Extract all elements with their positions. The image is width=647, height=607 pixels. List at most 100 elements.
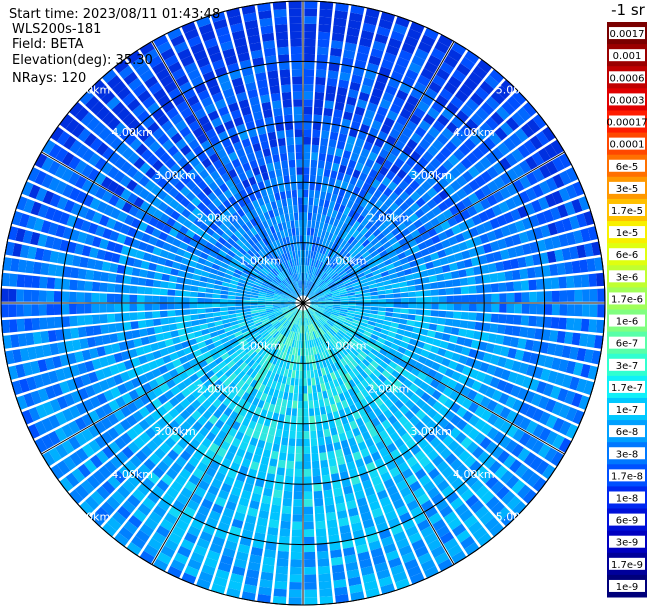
range-gate — [412, 327, 421, 334]
range-gate — [594, 335, 604, 349]
range-gate — [340, 303, 349, 306]
range-gate — [410, 132, 423, 144]
range-gate — [444, 246, 454, 256]
range-gate — [310, 300, 318, 303]
range-gate — [401, 303, 409, 309]
range-gate — [167, 317, 177, 324]
range-gate — [75, 402, 88, 416]
range-gate — [526, 472, 541, 488]
range-gate — [309, 174, 316, 183]
range-gate — [321, 238, 328, 247]
range-gate — [335, 148, 344, 157]
range-gate — [281, 84, 291, 93]
range-gate — [497, 356, 507, 368]
range-gate — [155, 357, 165, 367]
range-gate — [398, 49, 413, 62]
range-gate — [441, 264, 451, 273]
range-gate — [369, 313, 378, 319]
range-gate — [191, 320, 200, 327]
range-gate — [202, 333, 212, 341]
range-gate — [378, 294, 386, 299]
range-gate — [407, 373, 417, 383]
range-gate — [536, 212, 547, 225]
range-gate — [129, 285, 138, 294]
range-gate — [383, 340, 393, 348]
range-gate — [266, 434, 275, 444]
range-gate — [323, 342, 330, 350]
range-gate — [227, 391, 236, 401]
range-gate — [341, 348, 349, 356]
range-gate — [341, 231, 348, 240]
range-gate — [214, 471, 226, 482]
range-gate — [437, 394, 449, 405]
range-gate — [308, 281, 313, 290]
range-gate — [443, 422, 455, 434]
range-gate — [214, 356, 224, 365]
range-gate — [476, 294, 485, 303]
range-gate — [418, 263, 427, 272]
range-gate — [325, 257, 332, 265]
range-gate — [558, 276, 567, 289]
range-gate — [167, 449, 179, 461]
range-gate — [394, 351, 404, 360]
range-gate — [303, 378, 307, 386]
range-gate — [351, 202, 360, 212]
range-gate — [373, 273, 382, 280]
range-gate — [406, 344, 416, 352]
range-gate — [192, 468, 205, 480]
range-gate — [334, 344, 341, 352]
range-gate — [309, 235, 314, 244]
range-gate — [445, 102, 459, 115]
range-gate — [522, 243, 532, 255]
range-gate — [580, 318, 590, 332]
range-gate — [379, 393, 389, 403]
range-gate — [303, 499, 313, 507]
range-gate — [221, 365, 230, 374]
range-gate — [179, 371, 189, 381]
range-gate — [495, 506, 511, 521]
range-gate — [267, 345, 274, 354]
range-gate — [262, 556, 276, 566]
range-gate — [512, 428, 525, 442]
range-gate — [313, 483, 322, 492]
range-gate — [348, 300, 356, 303]
range-gate — [338, 408, 346, 418]
range-gate — [303, 287, 305, 296]
range-gate — [384, 284, 393, 290]
range-gate — [292, 521, 302, 530]
range-gate — [224, 369, 234, 378]
range-gate — [327, 348, 333, 357]
range-gate — [358, 172, 368, 182]
range-gate — [410, 367, 421, 377]
range-gate — [390, 30, 405, 42]
range-gate — [182, 432, 194, 444]
range-gate — [394, 232, 404, 241]
range-gate — [376, 365, 385, 374]
range-gate — [232, 355, 241, 364]
range-gate — [353, 346, 362, 354]
range-gate — [419, 138, 431, 150]
range-gate — [384, 388, 394, 398]
range-gate — [517, 338, 527, 350]
range-gate — [406, 254, 416, 262]
range-gate — [318, 573, 331, 582]
range-gate — [339, 125, 350, 136]
range-gate — [343, 252, 351, 261]
range-gate — [289, 574, 302, 583]
range-gate — [212, 312, 221, 317]
range-gate — [220, 311, 229, 316]
range-gate — [320, 335, 326, 344]
range-gate — [329, 284, 337, 290]
range-gate — [444, 280, 454, 288]
range-gate — [396, 89, 409, 101]
range-gate — [310, 370, 315, 379]
range-label: 3.00km — [410, 425, 452, 438]
range-gate — [88, 439, 101, 453]
range-gate — [356, 99, 368, 109]
range-gate — [406, 320, 415, 327]
range-gate — [554, 220, 566, 234]
range-gate — [299, 310, 302, 318]
range-gate — [250, 305, 258, 309]
range-gate — [482, 243, 493, 254]
range-gate — [312, 362, 317, 371]
